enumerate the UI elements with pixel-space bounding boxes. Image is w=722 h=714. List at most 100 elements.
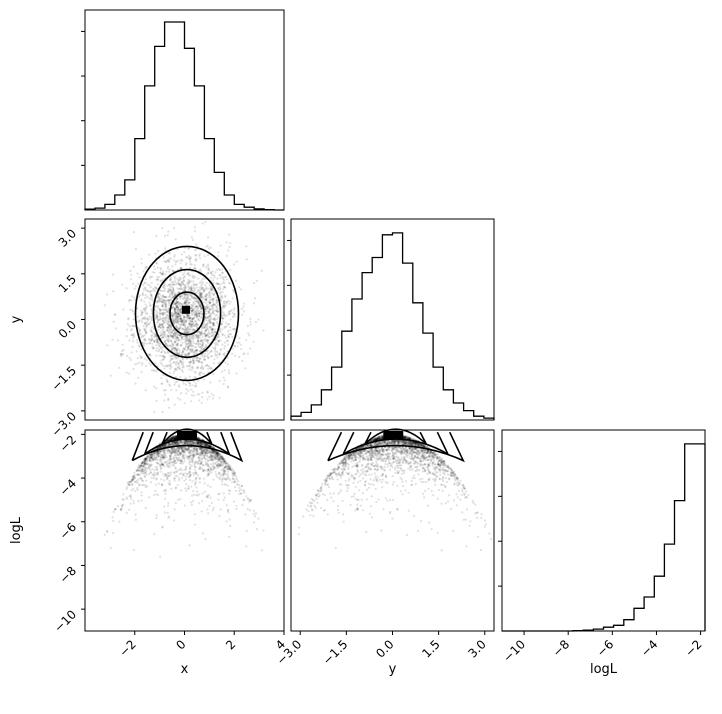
scatter-point — [176, 313, 179, 316]
scatter-point — [229, 329, 232, 332]
scatter-point — [113, 508, 116, 511]
histogram-bar — [105, 204, 115, 210]
scatter-point — [169, 364, 172, 368]
scatter-point — [183, 402, 186, 405]
scatter-point — [175, 338, 178, 341]
scatter-point — [190, 311, 193, 314]
scatter-point — [188, 384, 192, 387]
scatter-point — [207, 356, 210, 359]
scatter-point — [188, 375, 191, 378]
scatter-point — [148, 315, 151, 318]
scatter-point — [109, 374, 112, 377]
scatter-point — [182, 317, 186, 320]
scatter-point — [187, 353, 190, 356]
scatter-point — [207, 272, 210, 275]
scatter-point — [159, 315, 162, 318]
scatter-point — [255, 528, 259, 531]
scatter-point — [130, 351, 133, 354]
scatter-point — [169, 276, 172, 279]
scatter-point — [172, 318, 175, 321]
scatter-point — [176, 333, 179, 336]
scatter-point — [167, 462, 170, 465]
scatter-point — [188, 382, 191, 385]
scatter-point — [150, 281, 153, 285]
scatter-point — [144, 328, 147, 331]
scatter-point — [223, 302, 226, 305]
scatter-point — [164, 309, 167, 312]
scatter-point — [209, 316, 212, 319]
scatter-point — [189, 360, 192, 364]
scatter-point — [208, 284, 211, 288]
scatter-point — [193, 226, 196, 229]
scatter-point — [141, 321, 144, 324]
scatter-point — [191, 238, 195, 242]
scatter-point — [199, 316, 202, 319]
scatter-point — [182, 474, 185, 477]
scatter-point — [199, 374, 202, 377]
scatter-point — [165, 270, 168, 273]
scatter-point — [204, 337, 207, 340]
scatter-point — [194, 476, 198, 480]
scatter-point — [103, 304, 106, 307]
scatter-point — [160, 362, 163, 365]
scatter-point — [189, 298, 192, 301]
scatter-point — [191, 305, 194, 308]
scatter-point — [177, 385, 180, 388]
scatter-point — [143, 308, 146, 311]
scatter-point — [156, 321, 160, 324]
scatter-point — [180, 266, 183, 270]
scatter-point — [262, 329, 265, 332]
scatter-point — [184, 335, 187, 338]
scatter-point — [193, 287, 196, 290]
scatter-point — [214, 347, 217, 350]
scatter-point — [195, 334, 198, 337]
scatter-point — [151, 347, 154, 350]
scatter-point — [204, 352, 207, 355]
scatter-point — [223, 341, 227, 344]
scatter-point — [177, 353, 180, 356]
histogram-bar — [311, 405, 321, 420]
scatter-point — [163, 311, 166, 314]
scatter-point — [190, 503, 193, 506]
scatter-point — [109, 547, 112, 550]
scatter-point — [179, 316, 182, 319]
scatter-point — [207, 512, 210, 515]
scatter-point — [204, 297, 207, 301]
scatter-point — [171, 335, 174, 338]
scatter-point — [182, 328, 185, 331]
scatter-point — [162, 308, 165, 311]
scatter-point — [163, 301, 166, 304]
scatter-point — [203, 326, 206, 329]
scatter-point — [159, 300, 162, 303]
scatter-point — [171, 347, 174, 350]
scatter-point — [164, 492, 167, 495]
scatter-point — [198, 301, 201, 304]
scatter-point — [238, 355, 241, 359]
scatter-point — [208, 290, 211, 293]
scatter-point — [148, 276, 152, 279]
scatter-point — [206, 323, 209, 326]
scatter-point — [131, 482, 134, 486]
scatter-point — [228, 312, 231, 316]
scatter-point — [213, 328, 216, 331]
scatter-point — [223, 334, 226, 337]
scatter-point — [190, 309, 194, 312]
scatter-point — [223, 354, 226, 357]
scatter-point — [154, 362, 157, 365]
scatter-point — [145, 265, 149, 268]
scatter-point — [216, 356, 219, 359]
scatter-point — [192, 490, 195, 493]
scatter-point — [201, 335, 204, 338]
scatter-point — [178, 283, 181, 286]
scatter-point — [208, 325, 211, 328]
scatter-point — [217, 251, 220, 254]
scatter-point — [183, 479, 186, 482]
scatter-point — [171, 461, 174, 464]
scatter-point — [161, 227, 164, 230]
scatter-point — [137, 326, 140, 330]
scatter-point — [168, 345, 171, 348]
scatter-point — [155, 262, 158, 265]
scatter-point — [167, 336, 170, 339]
scatter-point — [186, 336, 189, 339]
scatter-point — [226, 349, 229, 353]
